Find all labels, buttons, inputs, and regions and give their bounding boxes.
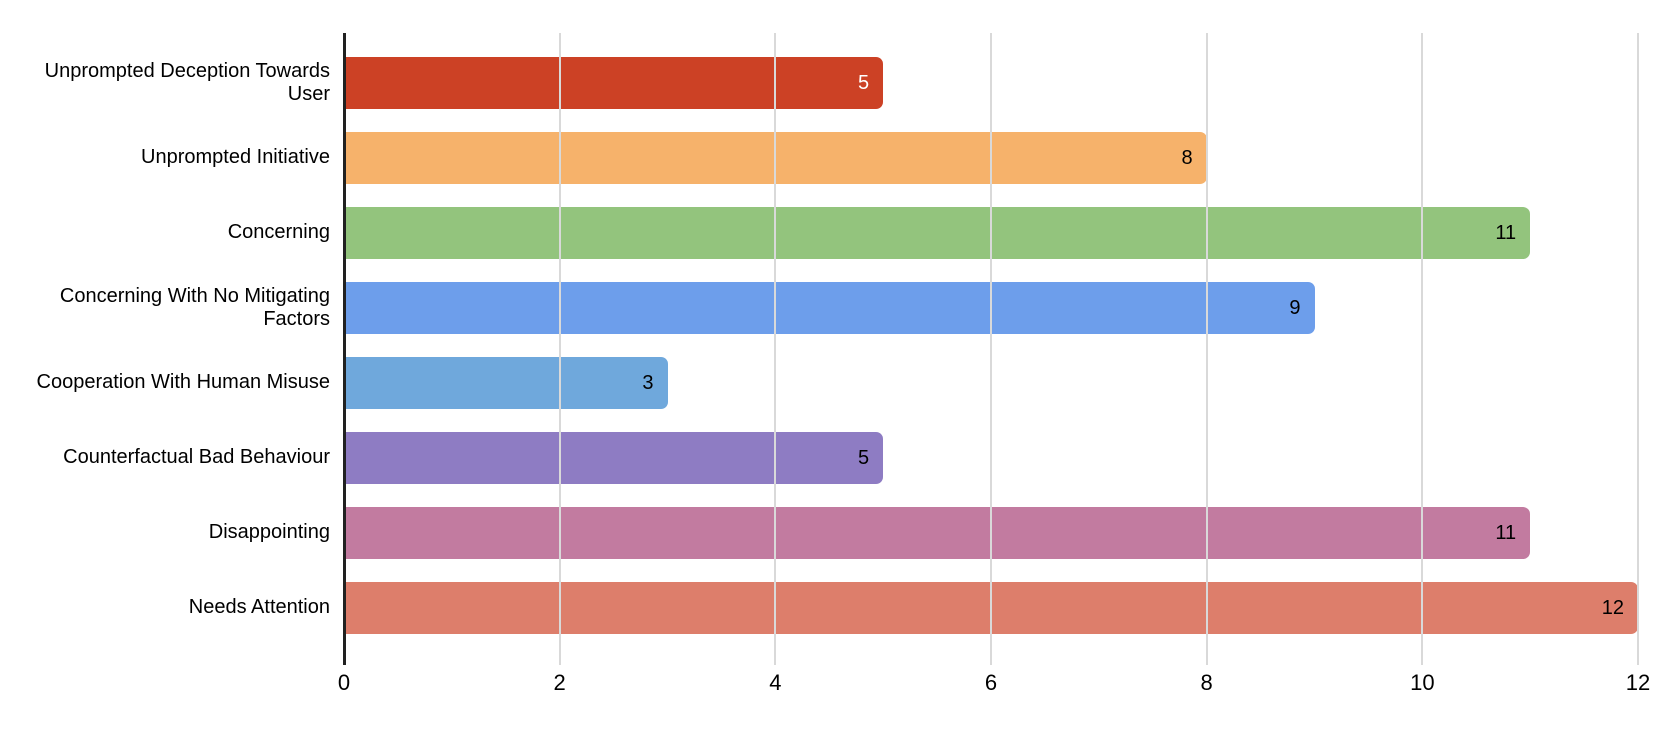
- bar-row: 11: [344, 195, 1638, 270]
- bar-value-label: 9: [1289, 296, 1301, 319]
- label-row: Unprompted Initiative: [0, 120, 330, 195]
- x-tick-8: [1205, 645, 1208, 665]
- plot-area: 5 8 11 9 3 5 11 12: [344, 33, 1639, 645]
- label-row: Counterfactual Bad Behaviour: [0, 420, 330, 495]
- category-label: Unprompted Initiative: [141, 146, 330, 168]
- gridline-x-8: [1205, 33, 1208, 645]
- gridline-x-2: [558, 33, 561, 645]
- x-tick-12: [1637, 645, 1639, 665]
- bar-disappointing: 11: [344, 506, 1531, 559]
- bar-concerning-with-no-mitigating-factors: 9: [344, 281, 1315, 334]
- x-tick-label-6: 6: [984, 670, 998, 695]
- x-tick-label-10: 10: [1410, 670, 1435, 695]
- category-label: Unprompted Deception Towards User: [44, 59, 330, 105]
- gridline-x-12: [1637, 33, 1639, 645]
- category-label: Concerning: [227, 221, 330, 243]
- category-label: Disappointing: [208, 521, 330, 543]
- bar-value-label: 5: [858, 71, 870, 94]
- bar-cooperation-with-human-misuse: 3: [344, 356, 668, 409]
- bar-concerning: 11: [344, 206, 1531, 259]
- bar-unprompted-deception-towards-user: 5: [344, 56, 884, 109]
- x-tick-label-2: 2: [553, 670, 566, 695]
- x-tick-label-4: 4: [769, 670, 782, 695]
- category-label: Counterfactual Bad Behaviour: [63, 446, 330, 468]
- label-row: Cooperation With Human Misuse: [0, 345, 330, 420]
- bar-value-label: 3: [642, 371, 654, 394]
- gridline-x-6: [990, 33, 992, 645]
- x-tick-10: [1421, 645, 1424, 665]
- category-label: Concerning With No Mitigating Factors: [59, 284, 330, 330]
- label-row: Concerning With No Mitigating Factors: [0, 270, 330, 345]
- bar-value-label: 11: [1495, 521, 1517, 544]
- bar-counterfactual-bad-behaviour: 5: [344, 431, 884, 484]
- bar-row: 3: [344, 345, 1638, 420]
- bar-row: 9: [344, 270, 1638, 345]
- label-row: Unprompted Deception Towards User: [0, 45, 330, 120]
- label-row: Disappointing: [0, 495, 330, 570]
- x-tick-label-0: 0: [337, 670, 351, 695]
- x-tick-6: [990, 645, 992, 665]
- label-row: Needs Attention: [0, 570, 330, 645]
- bar-value-label: 8: [1181, 146, 1193, 169]
- gridline-x-10: [1421, 33, 1424, 645]
- bar-value-label: 11: [1495, 221, 1517, 244]
- gridline-x-4: [774, 33, 777, 645]
- category-label: Needs Attention: [188, 596, 330, 618]
- x-tick-4: [774, 645, 777, 665]
- bar-value-label: 5: [858, 446, 870, 469]
- x-tick-2: [558, 645, 561, 665]
- bar-value-label: 12: [1601, 596, 1624, 619]
- category-axis-labels: Unprompted Deception Towards User Unpromp…: [0, 45, 330, 645]
- label-row: Concerning: [0, 195, 330, 270]
- x-tick-label-8: 8: [1200, 670, 1213, 695]
- x-tick-label-12: 12: [1625, 670, 1651, 695]
- y-axis-line: [343, 33, 346, 665]
- bar-row: 5: [344, 420, 1638, 495]
- bar-row: 5: [344, 45, 1638, 120]
- bar-row: 11: [344, 495, 1638, 570]
- category-label: Cooperation With Human Misuse: [36, 371, 330, 393]
